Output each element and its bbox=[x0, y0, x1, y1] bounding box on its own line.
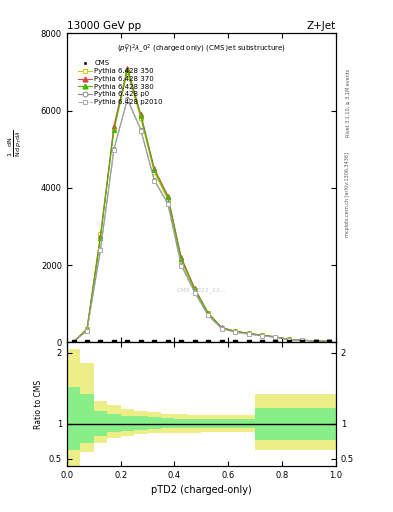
Legend: CMS, Pythia 6.428 350, Pythia 6.428 370, Pythia 6.428 380, Pythia 6.428 p0, Pyth: CMS, Pythia 6.428 350, Pythia 6.428 370,… bbox=[76, 58, 165, 107]
Text: $(p_T^D)^2\lambda\_0^2$ (charged only) (CMS jet substructure): $(p_T^D)^2\lambda\_0^2$ (charged only) (… bbox=[117, 42, 286, 56]
Text: mcplots.cern.ch [arXiv:1306.3436]: mcplots.cern.ch [arXiv:1306.3436] bbox=[345, 152, 350, 237]
Text: Z+Jet: Z+Jet bbox=[307, 21, 336, 31]
Text: $\frac{1}{\mathrm{N}}\frac{\mathrm{d}\mathrm{N}}{\mathrm{d}\,p_T\mathrm{d}\lambd: $\frac{1}{\mathrm{N}}\frac{\mathrm{d}\ma… bbox=[7, 130, 24, 157]
Y-axis label: Ratio to CMS: Ratio to CMS bbox=[34, 379, 43, 429]
Text: 13000 GeV pp: 13000 GeV pp bbox=[67, 21, 141, 31]
X-axis label: pTD2 (charged-only): pTD2 (charged-only) bbox=[151, 485, 252, 495]
Text: Rivet 3.1.10, ≥ 3.1M events: Rivet 3.1.10, ≥ 3.1M events bbox=[345, 68, 350, 137]
Text: CMS_2021_11...: CMS_2021_11... bbox=[176, 287, 226, 293]
